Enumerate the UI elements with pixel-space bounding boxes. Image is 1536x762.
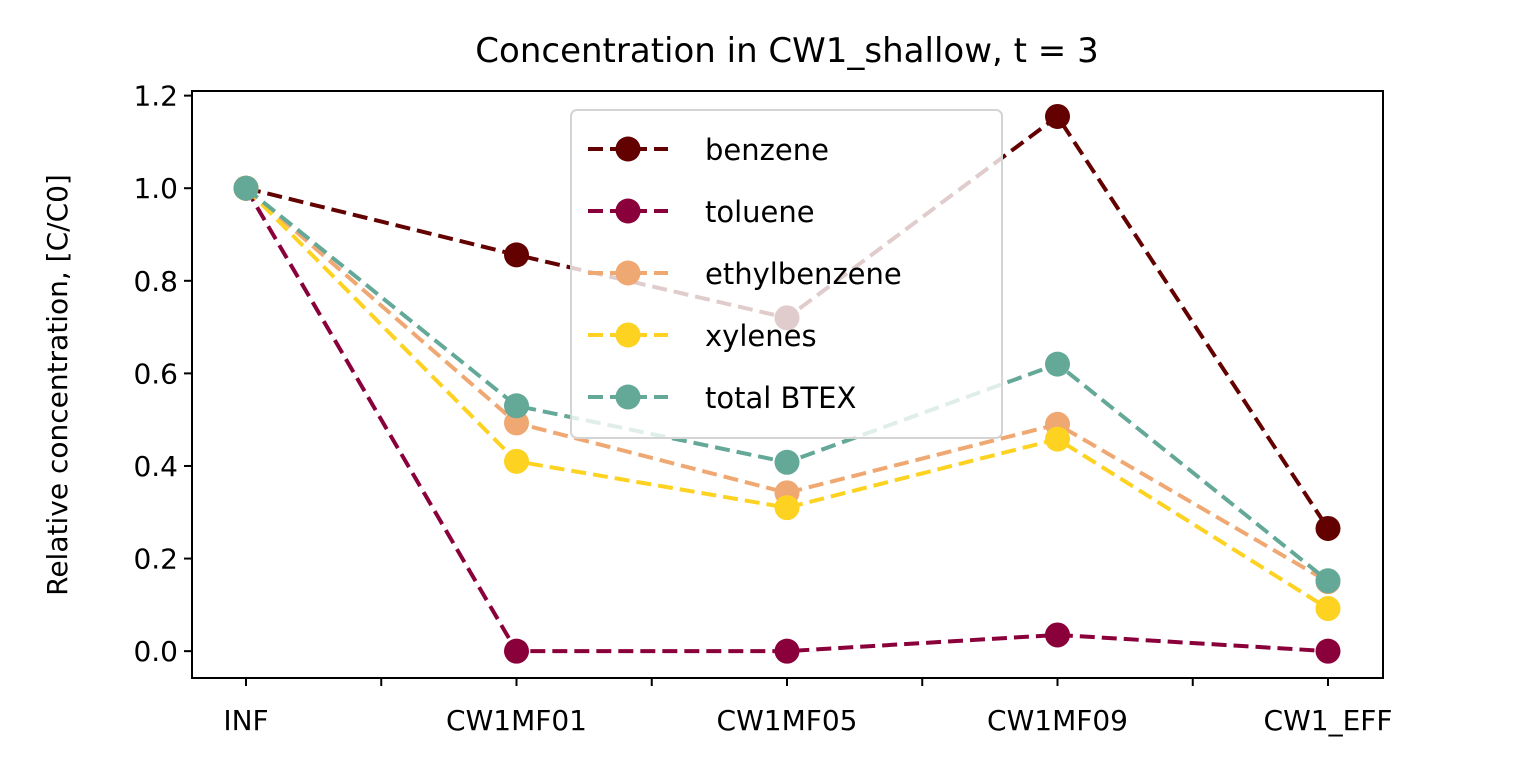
legend-marker [615,198,641,224]
legend-label: benzene [705,133,829,167]
data-point [1045,103,1070,129]
data-point [774,449,800,475]
legend: benzene toluene ethylbenzene xylenes total B… [570,109,1003,439]
series-line [244,186,1330,611]
data-point [233,175,259,201]
legend-item: total BTEX [588,381,856,415]
series-line [244,186,1330,584]
data-point [1315,568,1341,594]
series-total-btex [233,175,1341,594]
data-point [504,448,529,474]
y-tick-label: 0.0 [133,635,178,668]
legend-item: benzene [588,133,829,167]
legend-marker [615,136,641,162]
y-tick-label: 0.6 [133,357,178,390]
x-tick-label: CW1MF05 [717,704,858,737]
x-tick-label: CW1MF09 [987,704,1128,737]
legend-item: ethylbenzene [588,257,902,291]
data-point [1045,426,1070,452]
x-tick-label: CW1_EFF [1264,704,1393,737]
data-point [1045,351,1070,377]
data-point [1315,515,1341,541]
legend-label: ethylbenzene [705,257,902,291]
y-tick-label: 1.2 [133,80,178,113]
legend-label: xylenes [705,319,817,353]
data-point [1315,596,1341,622]
y-tick-label: 1.0 [133,172,178,205]
data-point [504,638,529,664]
legend-label: total BTEX [705,381,856,415]
legend-frame [570,109,1003,439]
y-tick-label: 0.4 [133,450,178,483]
data-point [504,410,529,436]
legend-item: toluene [588,195,815,229]
legend-marker [615,260,641,286]
legend-item: xylenes [588,319,817,353]
legend-marker [615,322,641,348]
plot-area: 0.0 0.2 0.4 0.6 0.8 1.0 1.2 INF CW1MF01 CW1MF05 CW… [133,80,1392,737]
legend-marker [615,384,641,410]
y-axis-label: Relative concentration, [C/C0] [41,174,74,596]
y-tick-label: 0.2 [133,543,178,576]
y-tick-label: 0.8 [133,265,178,298]
x-tick-label: INF [223,704,268,737]
x-tick-label: CW1MF01 [446,704,587,737]
data-point [1315,638,1341,664]
data-point [504,393,529,419]
data-point [774,638,800,664]
data-point [774,495,800,521]
data-point [1045,622,1070,648]
data-point [504,242,529,268]
legend-label: toluene [705,195,815,229]
chart-title: Concentration in CW1_shallow, t = 3 [475,31,1098,71]
